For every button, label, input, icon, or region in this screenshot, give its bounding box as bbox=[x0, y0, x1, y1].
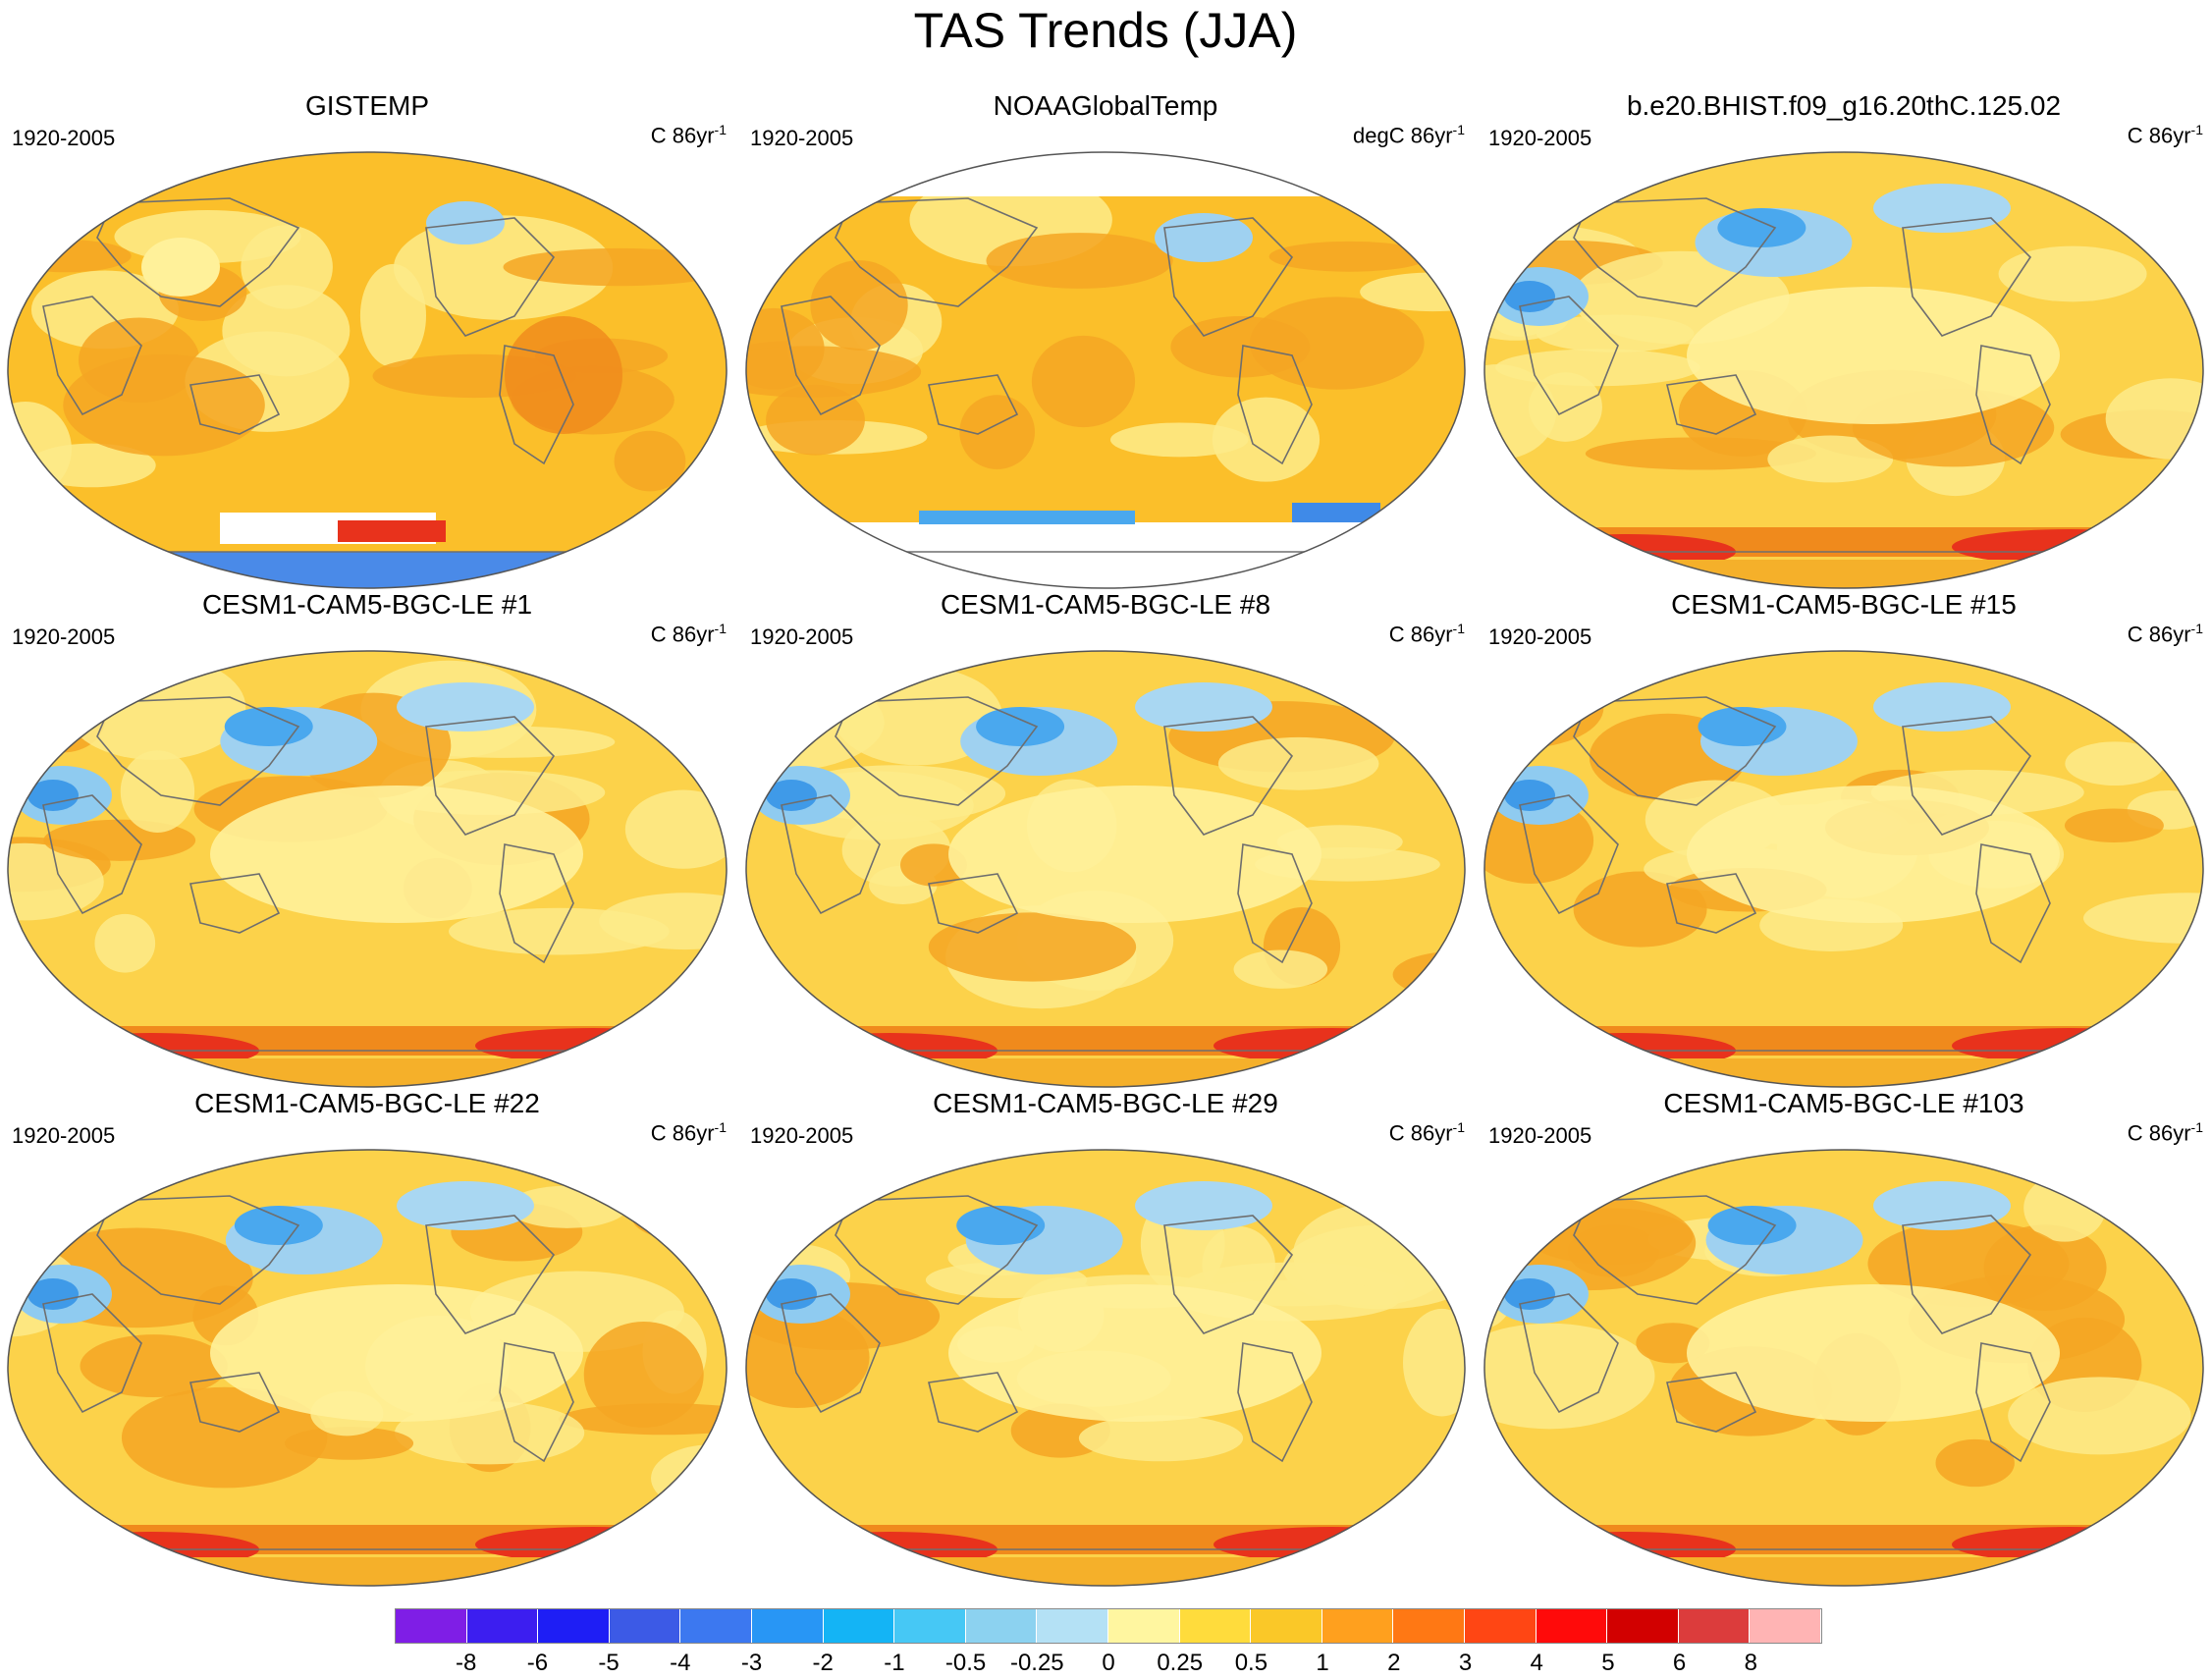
trend-map bbox=[7, 151, 728, 589]
map-panel: CESM1-CAM5-BGC-LE #8 1920-2005 C 86yr-1 bbox=[742, 587, 1469, 1088]
colorbar-swatch bbox=[1037, 1609, 1108, 1643]
panel-title: CESM1-CAM5-BGC-LE #103 bbox=[1663, 1088, 2024, 1118]
map-panel: CESM1-CAM5-BGC-LE #1 1920-2005 C 86yr-1 bbox=[4, 587, 730, 1088]
colorbar-tick-label: 2 bbox=[1387, 1650, 1401, 1676]
colorbar-tick-label: 0 bbox=[1102, 1650, 1115, 1676]
colorbar-swatch bbox=[396, 1609, 467, 1643]
map-panel: NOAAGlobalTemp 1920-2005 degC 86yr-1 bbox=[742, 88, 1469, 589]
panel-period: 1920-2005 bbox=[750, 624, 854, 649]
trend-map bbox=[745, 1149, 1466, 1587]
colorbar-tick-label: 1 bbox=[1316, 1650, 1329, 1676]
trend-map bbox=[1483, 650, 2204, 1088]
trend-map bbox=[7, 1149, 728, 1587]
trend-map bbox=[1483, 151, 2204, 589]
map-panel: CESM1-CAM5-BGC-LE #15 1920-2005 C 86yr-1 bbox=[1481, 587, 2207, 1088]
colorbar-tick-label: -0.5 bbox=[944, 1650, 987, 1676]
panel-period: 1920-2005 bbox=[1488, 1123, 1592, 1148]
panel-units: degC 86yr-1 bbox=[1353, 122, 1465, 148]
panel-units: C 86yr-1 bbox=[650, 621, 727, 647]
panel-period: 1920-2005 bbox=[750, 1123, 854, 1148]
colorbar-tick-label: 4 bbox=[1530, 1650, 1543, 1676]
colorbar-tick-label: 6 bbox=[1672, 1650, 1687, 1676]
map-panel: CESM1-CAM5-BGC-LE #103 1920-2005 C 86yr-1 bbox=[1481, 1086, 2207, 1587]
colorbar-tick-label: 8 bbox=[1744, 1650, 1757, 1676]
map-panel: CESM1-CAM5-BGC-LE #29 1920-2005 C 86yr-1 bbox=[742, 1086, 1469, 1587]
colorbar-swatch bbox=[1750, 1609, 1821, 1643]
colorbar-swatch bbox=[894, 1609, 966, 1643]
panel-title: CESM1-CAM5-BGC-LE #1 bbox=[201, 589, 533, 620]
colorbar-swatch bbox=[1107, 1609, 1180, 1643]
panel-title: CESM1-CAM5-BGC-LE #15 bbox=[1671, 589, 2017, 620]
panel-title: NOAAGlobalTemp bbox=[993, 90, 1218, 121]
colorbar bbox=[395, 1608, 1822, 1644]
panel-period: 1920-2005 bbox=[12, 624, 116, 649]
panel-period: 1920-2005 bbox=[12, 1123, 116, 1148]
colorbar-swatch bbox=[538, 1609, 610, 1643]
colorbar-tick-label: 5 bbox=[1601, 1650, 1615, 1676]
colorbar-tick-label: -0.25 bbox=[1009, 1650, 1064, 1676]
colorbar-tick-label: -5 bbox=[598, 1650, 620, 1676]
colorbar-swatch bbox=[823, 1609, 895, 1643]
trend-map bbox=[1483, 1149, 2204, 1587]
trend-map bbox=[7, 650, 728, 1088]
panel-period: 1920-2005 bbox=[750, 126, 854, 150]
colorbar-swatch bbox=[1179, 1609, 1252, 1643]
colorbar-tick-label: 3 bbox=[1458, 1650, 1473, 1676]
colorbar-tick-label: -6 bbox=[526, 1650, 549, 1676]
panel-period: 1920-2005 bbox=[1488, 126, 1592, 150]
panel-units: C 86yr-1 bbox=[2127, 1119, 2203, 1146]
panel-title: b.e20.BHIST.f09_g16.20thC.125.02 bbox=[1626, 90, 2062, 121]
panel-units: C 86yr-1 bbox=[2127, 621, 2203, 647]
panel-units: C 86yr-1 bbox=[1388, 621, 1465, 647]
panel-title: CESM1-CAM5-BGC-LE #8 bbox=[940, 589, 1271, 620]
colorbar-swatch bbox=[1607, 1609, 1679, 1643]
map-panel: b.e20.BHIST.f09_g16.20thC.125.02 1920-200… bbox=[1481, 88, 2207, 589]
colorbar-swatch bbox=[1464, 1609, 1537, 1643]
figure-title: TAS Trends (JJA) bbox=[913, 3, 1298, 58]
colorbar-tick-label: -2 bbox=[812, 1650, 834, 1676]
colorbar-swatch bbox=[680, 1609, 752, 1643]
panel-period: 1920-2005 bbox=[1488, 624, 1592, 649]
panel-units: C 86yr-1 bbox=[650, 1119, 727, 1146]
colorbar-swatch bbox=[1321, 1609, 1394, 1643]
colorbar-tick-label: -8 bbox=[456, 1650, 477, 1676]
colorbar-swatch bbox=[1251, 1609, 1322, 1643]
colorbar-swatch bbox=[1393, 1609, 1465, 1643]
panel-title: CESM1-CAM5-BGC-LE #29 bbox=[933, 1088, 1278, 1118]
colorbar-tick-label: 0.25 bbox=[1157, 1650, 1204, 1676]
map-panel: GISTEMP 1920-2005 C 86yr-1 bbox=[4, 88, 730, 589]
colorbar-swatch bbox=[609, 1609, 681, 1643]
colorbar-swatch bbox=[965, 1609, 1038, 1643]
colorbar-swatch bbox=[466, 1609, 539, 1643]
colorbar-swatch bbox=[1536, 1609, 1608, 1643]
colorbar-tick-label: 0.5 bbox=[1234, 1650, 1268, 1676]
panel-period: 1920-2005 bbox=[12, 126, 116, 150]
trend-map bbox=[745, 650, 1466, 1088]
panel-title: CESM1-CAM5-BGC-LE #22 bbox=[194, 1088, 540, 1118]
panel-title: GISTEMP bbox=[304, 90, 429, 121]
colorbar-tick-label: -1 bbox=[884, 1650, 905, 1676]
trend-map bbox=[745, 151, 1466, 589]
colorbar-labels: -8 -6 -5 -4 -3 -2 -1 -0.5 -0.25 0 0.25 0.5 1 2 3 4 5 6 8 bbox=[395, 1650, 1822, 1679]
colorbar-swatch bbox=[751, 1609, 824, 1643]
colorbar-tick-label: -4 bbox=[670, 1650, 691, 1676]
panel-units: C 86yr-1 bbox=[650, 122, 727, 148]
map-panel: CESM1-CAM5-BGC-LE #22 1920-2005 C 86yr-1 bbox=[4, 1086, 730, 1587]
panel-units: C 86yr-1 bbox=[2127, 122, 2203, 148]
colorbar-tick-label: -3 bbox=[740, 1650, 763, 1676]
panel-units: C 86yr-1 bbox=[1388, 1119, 1465, 1146]
colorbar-swatch bbox=[1678, 1609, 1751, 1643]
